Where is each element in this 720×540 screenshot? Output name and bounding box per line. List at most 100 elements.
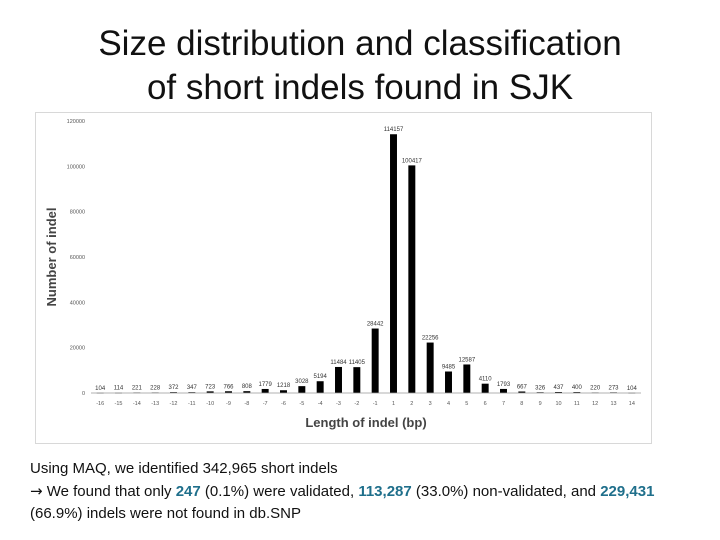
data-label: 723 bbox=[205, 384, 216, 390]
slide-title: Size distribution and classification of … bbox=[0, 22, 720, 110]
y-tick-label: 120000 bbox=[67, 119, 85, 125]
bar bbox=[316, 381, 324, 393]
data-label: 1793 bbox=[497, 382, 511, 388]
notfound-count: 229,431 bbox=[600, 483, 655, 500]
x-tick-label: 11 bbox=[574, 401, 580, 407]
body-line-1: Using MAQ, we identified 342,965 short i… bbox=[30, 460, 338, 477]
data-label: 3028 bbox=[295, 379, 309, 385]
data-label: 114157 bbox=[384, 127, 404, 133]
nonvalidated-count: 113,287 bbox=[358, 483, 412, 500]
body-text-segment: (33.0%) non-validated, and bbox=[411, 483, 601, 500]
data-label: 808 bbox=[242, 384, 253, 390]
bar bbox=[573, 392, 581, 393]
data-label: 100417 bbox=[402, 158, 423, 164]
data-label: 12587 bbox=[458, 357, 475, 363]
x-tick-label: 14 bbox=[629, 401, 635, 407]
bar bbox=[408, 165, 416, 393]
x-tick-label: 5 bbox=[465, 401, 468, 407]
bars-group: 104 114 221 228 372 347 723 766 808 1779 1218 3028 5… bbox=[95, 127, 638, 394]
body-text: Using MAQ, we identified 342,965 short i… bbox=[30, 458, 710, 525]
data-label: 5194 bbox=[313, 374, 327, 380]
x-tick-label: -8 bbox=[244, 401, 249, 407]
body-line-2: → We found that only 247 (0.1%) were val… bbox=[30, 480, 710, 525]
data-label: 221 bbox=[132, 385, 143, 391]
y-axis-title: Number of indel bbox=[44, 208, 59, 307]
x-tick-label: -11 bbox=[188, 401, 196, 407]
x-tick-label: -5 bbox=[299, 401, 304, 407]
y-tick-label: 40000 bbox=[70, 300, 85, 306]
data-label: 22256 bbox=[422, 336, 439, 342]
bar bbox=[261, 388, 269, 393]
bar bbox=[500, 388, 507, 393]
x-tick-label: -12 bbox=[170, 401, 178, 407]
x-tick-label: 12 bbox=[592, 401, 598, 407]
bar bbox=[426, 342, 434, 393]
bar bbox=[445, 371, 452, 393]
body-text-segment: (66.9%) indels were not found in db.SNP bbox=[30, 505, 301, 522]
x-tick-label: -16 bbox=[96, 401, 104, 407]
x-tick-label: 13 bbox=[610, 401, 616, 407]
x-axis-title: Length of indel (bp) bbox=[305, 415, 426, 430]
data-label: 114 bbox=[114, 386, 124, 392]
x-tick-label: -13 bbox=[151, 401, 159, 407]
data-label: 11405 bbox=[349, 360, 366, 366]
bar bbox=[335, 366, 342, 393]
y-tick-label: 80000 bbox=[70, 210, 85, 216]
title-line-2: of short indels found in SJK bbox=[146, 68, 574, 107]
x-tick-label: -9 bbox=[226, 401, 231, 407]
x-tick-label: 2 bbox=[410, 401, 413, 407]
data-label: 766 bbox=[223, 384, 234, 390]
bar bbox=[206, 391, 214, 393]
x-tick-label: 4 bbox=[447, 401, 450, 407]
data-label: 372 bbox=[168, 385, 179, 391]
y-tick-label: 100000 bbox=[67, 164, 85, 170]
y-axis-ticks: 0 20000 40000 60000 80000 100000 120000 bbox=[67, 119, 85, 397]
y-tick-label: 20000 bbox=[70, 346, 85, 352]
title-line-1: Size distribution and classification bbox=[98, 24, 622, 63]
body-text-segment: We found that only bbox=[42, 483, 176, 500]
y-tick-label: 0 bbox=[82, 391, 85, 397]
data-label: 28442 bbox=[367, 322, 384, 328]
x-tick-label: -6 bbox=[281, 401, 286, 407]
arrow-icon: → bbox=[30, 482, 43, 500]
bar bbox=[298, 386, 306, 393]
x-tick-label: 3 bbox=[429, 401, 432, 407]
x-tick-label: -3 bbox=[336, 401, 341, 407]
x-tick-label: 7 bbox=[502, 401, 505, 407]
data-label: 4110 bbox=[479, 377, 493, 383]
x-tick-label: -7 bbox=[263, 401, 268, 407]
x-tick-label: -2 bbox=[354, 401, 359, 407]
data-label: 1218 bbox=[277, 383, 291, 389]
y-tick-label: 60000 bbox=[70, 255, 85, 261]
x-tick-label: 8 bbox=[520, 401, 523, 407]
bar bbox=[243, 391, 251, 393]
x-tick-label: 6 bbox=[484, 401, 487, 407]
data-label: 11484 bbox=[330, 360, 347, 366]
indel-size-chart: 0 20000 40000 60000 80000 100000 120000 104 114… bbox=[35, 112, 652, 444]
data-label: 228 bbox=[150, 385, 161, 391]
data-label: 1779 bbox=[258, 382, 272, 388]
data-label: 667 bbox=[517, 384, 528, 390]
data-label: 273 bbox=[608, 385, 619, 391]
data-label: 220 bbox=[590, 386, 601, 392]
x-tick-label: 1 bbox=[392, 401, 395, 407]
x-tick-label: 9 bbox=[539, 401, 542, 407]
x-tick-label: 10 bbox=[555, 401, 561, 407]
x-axis-ticks: -16 -15 -14 -13 -12 -11 -10 -9 -8 -7 -6 -5 -4 -3 -2 -1 1… bbox=[96, 401, 635, 407]
x-tick-label: -10 bbox=[206, 401, 214, 407]
bar bbox=[463, 364, 471, 393]
bar bbox=[353, 367, 361, 393]
bar bbox=[481, 383, 489, 393]
bar bbox=[555, 392, 562, 393]
data-label: 326 bbox=[535, 385, 546, 391]
bar bbox=[280, 390, 287, 393]
data-label: 9485 bbox=[442, 365, 456, 371]
x-tick-label: -4 bbox=[318, 401, 323, 407]
data-label: 104 bbox=[627, 386, 638, 392]
bar bbox=[390, 134, 397, 393]
data-label: 437 bbox=[553, 385, 564, 391]
data-label: 347 bbox=[187, 385, 198, 391]
data-label: 400 bbox=[572, 385, 583, 391]
x-tick-label: -14 bbox=[133, 401, 141, 407]
